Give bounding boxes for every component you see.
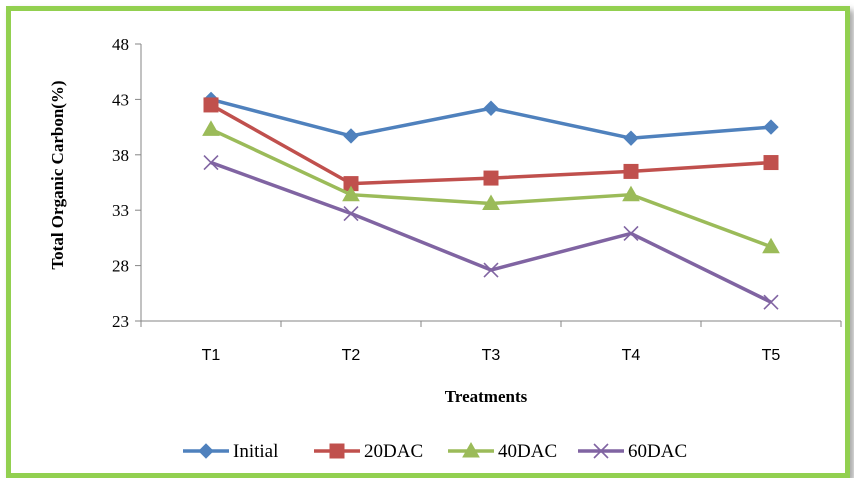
data-point — [762, 237, 780, 254]
data-point — [203, 97, 219, 113]
data-point — [763, 155, 779, 171]
legend: Initial 20DAC 40DAC 60DAC — [183, 441, 687, 462]
series-60dac — [203, 154, 779, 310]
data-point — [203, 154, 219, 171]
y-axis: 23 28 33 38 43 48 — [112, 35, 142, 331]
x-marker-stroke — [593, 443, 609, 459]
data-point — [202, 120, 220, 136]
x-axis-label: Treatments — [445, 387, 528, 406]
data-point — [483, 100, 499, 116]
y-tick-label: 43 — [112, 90, 129, 109]
y-axis-label: Total Organic Carbon(%) — [48, 80, 67, 269]
legend-label: 40DAC — [498, 441, 557, 462]
x-marker-stroke — [343, 205, 359, 222]
x-axis: T1 T2 T3 T4 T5 — [140, 320, 842, 364]
line-chart: 23 28 33 38 43 48 T1 T2 T3 T4 T5 Total Organic Ca… — [48, 35, 842, 462]
y-tick-label: 33 — [112, 201, 129, 220]
legend-item: 40DAC — [448, 441, 557, 462]
x-marker-stroke — [483, 262, 499, 278]
data-point — [483, 262, 499, 278]
data-point — [763, 119, 779, 135]
legend-label: 20DAC — [364, 441, 423, 462]
y-tick-label: 48 — [112, 35, 129, 54]
legend-item: 60DAC — [578, 441, 687, 462]
data-point — [622, 185, 640, 202]
legend-item: 20DAC — [314, 441, 423, 462]
data-point — [483, 170, 499, 186]
data-point — [343, 205, 359, 222]
legend-label: Initial — [233, 441, 278, 462]
x-tick-label: T5 — [762, 347, 781, 364]
chart-frame: 23 28 33 38 43 48 T1 T2 T3 T4 T5 Total Organic Ca… — [6, 6, 850, 478]
x-marker-stroke — [623, 225, 639, 242]
legend-marker — [462, 441, 480, 458]
x-marker-stroke — [763, 294, 779, 310]
data-point — [763, 294, 779, 310]
x-marker-stroke — [203, 154, 219, 171]
data-point — [623, 163, 639, 179]
series-40dac — [202, 120, 780, 254]
legend-item: Initial — [183, 441, 278, 462]
x-tick-label: T2 — [342, 347, 361, 364]
data-point — [342, 185, 360, 202]
data-point — [623, 225, 639, 242]
legend-label: 60DAC — [628, 441, 687, 462]
series-line — [210, 127, 772, 249]
y-tick-label: 23 — [112, 312, 129, 331]
x-tick-label: T1 — [202, 347, 221, 364]
series-initial — [203, 91, 779, 146]
series-layer — [202, 91, 780, 310]
y-tick-label: 28 — [112, 257, 129, 276]
data-point — [623, 130, 639, 146]
y-tick-label: 38 — [112, 146, 129, 165]
x-tick-label: T4 — [622, 347, 641, 364]
x-tick-label: T3 — [482, 347, 501, 364]
data-point — [482, 194, 500, 211]
legend-marker — [198, 443, 214, 459]
legend-marker — [593, 443, 609, 459]
data-point — [343, 128, 359, 144]
legend-marker — [329, 443, 345, 459]
